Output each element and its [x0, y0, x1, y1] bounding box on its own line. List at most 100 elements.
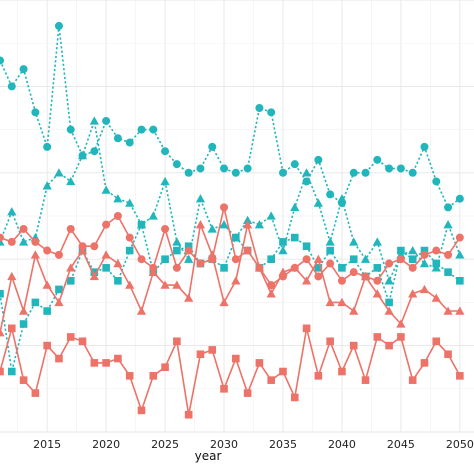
data-point-triangle	[54, 297, 64, 307]
data-point-circle	[349, 168, 358, 177]
data-point-triangle	[42, 181, 52, 190]
data-point-triangle	[195, 220, 206, 229]
data-point-triangle	[30, 250, 40, 259]
data-point-circle	[314, 155, 323, 164]
data-point-square	[66, 277, 75, 285]
data-point-square	[397, 333, 405, 341]
data-point-triangle	[66, 176, 76, 186]
data-point-circle	[231, 255, 240, 264]
data-point-triangle	[66, 263, 76, 272]
data-point-square	[43, 341, 51, 350]
data-point-triangle	[408, 245, 418, 255]
data-point-square	[220, 264, 228, 272]
data-point-square	[349, 255, 358, 263]
data-point-triangle	[337, 297, 347, 307]
data-point-triangle	[290, 202, 300, 212]
data-point-triangle	[278, 245, 288, 255]
data-point-triangle	[219, 297, 229, 307]
data-point-triangle	[266, 211, 276, 220]
data-point-square	[314, 264, 323, 272]
data-point-circle	[113, 212, 122, 220]
data-point-square	[66, 333, 75, 341]
data-point-triangle	[431, 293, 441, 302]
data-point-triangle	[443, 306, 453, 315]
data-point-circle	[137, 125, 146, 134]
data-point-circle	[278, 168, 287, 177]
data-point-circle	[373, 276, 382, 285]
data-point-triangle	[278, 267, 288, 276]
data-point-square	[232, 354, 240, 363]
data-point-circle	[444, 203, 453, 212]
data-point-triangle	[160, 280, 170, 289]
data-point-square	[279, 367, 287, 376]
data-point-square	[338, 367, 346, 376]
data-point-triangle	[184, 293, 194, 302]
data-point-triangle	[349, 237, 359, 246]
data-point-triangle	[384, 276, 394, 285]
data-point-triangle	[18, 237, 29, 246]
data-point-square	[232, 233, 240, 242]
data-point-square	[290, 393, 299, 402]
data-point-triangle	[360, 271, 371, 281]
data-point-circle	[102, 116, 111, 125]
data-point-square	[432, 259, 441, 268]
data-point-triangle	[360, 254, 371, 263]
data-point-triangle	[372, 237, 382, 246]
data-point-circle	[0, 56, 4, 65]
data-point-square	[373, 264, 382, 272]
data-point-square	[208, 346, 217, 354]
x-tick-label: 2050	[446, 438, 474, 451]
data-point-circle	[184, 246, 193, 255]
data-point-square	[90, 359, 99, 367]
data-point-square	[78, 337, 87, 346]
data-point-square	[149, 372, 158, 380]
data-point-triangle	[101, 185, 111, 194]
data-point-square	[279, 238, 287, 246]
data-point-square	[161, 363, 169, 371]
data-point-circle	[385, 164, 394, 173]
x-tick-label: 2035	[269, 438, 297, 451]
data-point-square	[420, 246, 429, 255]
data-point-square	[161, 255, 169, 263]
data-point-circle	[220, 203, 229, 212]
series-teal-circle	[0, 21, 464, 212]
data-point-triangle	[89, 116, 99, 125]
data-point-square	[196, 350, 205, 359]
data-point-triangle	[219, 220, 229, 229]
data-point-triangle	[290, 263, 300, 272]
data-point-circle	[54, 250, 63, 259]
data-point-square	[0, 289, 4, 298]
data-point-triangle	[243, 220, 253, 229]
data-point-circle	[243, 164, 252, 173]
data-point-circle	[455, 194, 464, 203]
data-point-circle	[31, 237, 40, 246]
data-point-triangle	[443, 220, 453, 229]
data-point-square	[7, 367, 16, 376]
data-point-circle	[172, 263, 181, 272]
data-point-triangle	[301, 276, 312, 285]
data-point-square	[184, 410, 193, 419]
data-point-circle	[43, 246, 52, 255]
data-point-triangle	[125, 280, 135, 289]
data-point-square	[420, 359, 429, 367]
data-point-triangle	[266, 289, 276, 298]
data-point-circle	[19, 224, 28, 233]
data-point-circle	[326, 190, 335, 199]
data-point-triangle	[408, 289, 418, 298]
data-point-circle	[196, 259, 205, 268]
data-point-circle	[420, 142, 429, 151]
data-point-square	[173, 246, 181, 255]
data-point-circle	[90, 147, 99, 156]
data-point-triangle	[148, 267, 158, 276]
data-point-circle	[196, 164, 205, 173]
data-point-triangle	[254, 220, 265, 229]
data-point-circle	[137, 255, 146, 264]
data-point-circle	[7, 237, 16, 246]
series-line	[0, 223, 461, 373]
data-point-circle	[408, 168, 417, 177]
data-point-triangle	[313, 254, 323, 263]
data-point-circle	[208, 142, 217, 151]
data-point-square	[19, 320, 28, 328]
data-point-circle	[314, 272, 323, 281]
